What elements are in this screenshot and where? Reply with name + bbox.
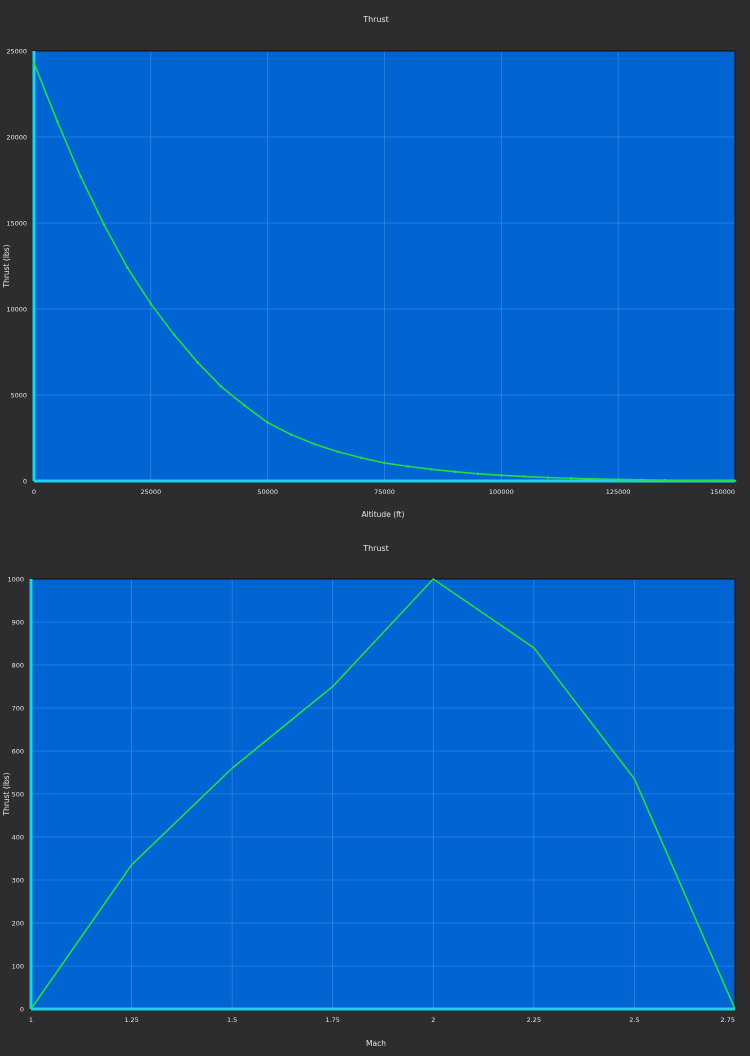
data-point <box>336 450 340 454</box>
thrust-vs-mach-chart: 1 1.25 1.5 1.75 2 2.25 2.5 2.75 0 100 200 300 400 500… <box>0 528 750 1056</box>
y-tick-label: 15000 <box>6 220 27 228</box>
y-tick-label: 400 <box>12 834 24 842</box>
y-tick-label: 5000 <box>10 392 27 400</box>
x-tick-label: 1.25 <box>124 1016 138 1024</box>
y-tick-label: 10000 <box>6 306 27 314</box>
data-point <box>500 474 503 477</box>
y-tick-label: 1000 <box>7 576 24 584</box>
y-tick-label: 0 <box>20 1006 24 1014</box>
data-point <box>733 479 737 483</box>
data-point <box>710 479 713 482</box>
x-tick-label: 2.75 <box>721 1016 735 1024</box>
y-tick-label: 200 <box>12 920 24 928</box>
chart-title: Thrust <box>362 15 389 24</box>
y-tick-label: 500 <box>12 791 24 799</box>
thrust-vs-mach-plot: 1 1.25 1.5 1.75 2 2.25 2.5 2.75 0 100 200 300 400 500… <box>2 544 736 1048</box>
thrust-series-line <box>30 577 736 1010</box>
x-tick-label: 1.5 <box>227 1016 237 1024</box>
x-tick-label: 1 <box>29 1016 33 1024</box>
x-tick-label: 0 <box>32 488 36 496</box>
data-point <box>359 456 363 460</box>
x-tick-label: 25000 <box>140 488 161 496</box>
data-point <box>289 433 293 436</box>
data-point <box>383 461 386 465</box>
x-tick-label: 2.25 <box>527 1016 541 1024</box>
data-point <box>32 61 36 65</box>
x-axis-label: Altitude (ft) <box>362 510 405 519</box>
data-point <box>266 421 269 424</box>
y-tick-label: 600 <box>12 748 24 756</box>
x-tick-label: 100000 <box>489 488 514 496</box>
data-point <box>313 442 316 446</box>
x-tick-label: 150000 <box>710 488 735 496</box>
data-point <box>79 175 83 178</box>
data-point <box>406 465 410 468</box>
data-point <box>640 478 643 482</box>
y-axis-label: Thrust (lbs) <box>2 772 11 816</box>
x-tick-label: 50000 <box>257 488 278 496</box>
data-point <box>196 361 199 364</box>
data-point <box>616 478 620 481</box>
data-point <box>570 476 573 480</box>
data-point <box>102 223 106 227</box>
data-point <box>476 472 480 476</box>
x-tick-label: 75000 <box>374 488 395 496</box>
data-point <box>686 479 690 482</box>
data-point <box>56 120 59 123</box>
data-point <box>593 477 597 481</box>
y-tick-label: 20000 <box>6 134 27 142</box>
data-point <box>219 385 223 388</box>
data-point <box>429 468 433 471</box>
x-axis-label: Mach <box>366 1039 386 1048</box>
thrust-vs-altitude-chart: 0 25000 50000 75000 100000 125000 150000 0 5000 1… <box>2 15 737 519</box>
data-point <box>126 266 129 270</box>
y-axis-label: Thrust (lbs) <box>2 244 11 288</box>
y-tick-label: 100 <box>12 963 24 971</box>
x-tick-label: 2.5 <box>629 1016 639 1024</box>
y-tick-label: 700 <box>12 705 24 713</box>
x-tick-label: 1.75 <box>325 1016 339 1024</box>
data-point <box>546 476 550 479</box>
data-point <box>523 475 526 478</box>
y-tick-label: 900 <box>12 619 24 627</box>
y-tick-label: 300 <box>12 877 24 885</box>
thrust-vs-altitude-plot: 0 25000 50000 75000 100000 125000 150000 0 5000 1… <box>2 15 737 519</box>
y-tick-label: 25000 <box>6 48 27 56</box>
data-point <box>149 302 153 306</box>
x-tick-label: 125000 <box>606 488 631 496</box>
x-tick-label: 2 <box>431 1016 435 1024</box>
y-tick-label: 0 <box>23 478 27 486</box>
data-point <box>663 478 667 482</box>
y-tick-label: 800 <box>12 662 24 670</box>
data-point <box>453 470 456 474</box>
data-point <box>243 404 246 407</box>
data-point <box>172 333 176 337</box>
chart-title: Thrust <box>362 544 389 553</box>
